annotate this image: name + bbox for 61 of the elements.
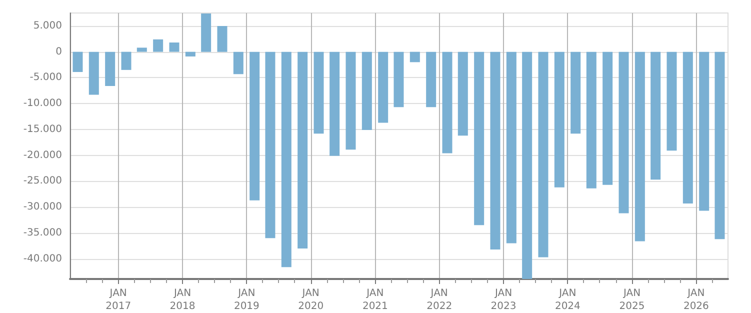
bar (458, 52, 468, 136)
bar (136, 48, 147, 52)
y-tick-label: -5.000 (30, 72, 62, 84)
x-tick-label: JAN 2024 (554, 288, 580, 312)
bar (426, 52, 436, 108)
bar (699, 52, 710, 211)
bar (410, 52, 420, 62)
y-tick-label: -20.000 (23, 150, 62, 161)
y-tick-label: -30.000 (23, 202, 62, 213)
bar (185, 52, 196, 56)
bar (682, 52, 693, 204)
x-tick-label: JAN 2023 (490, 288, 516, 312)
bar (201, 14, 212, 52)
bar (250, 52, 260, 200)
bar (490, 52, 500, 250)
bar (121, 52, 132, 70)
bar (265, 52, 276, 238)
bar (474, 52, 484, 226)
bar (634, 52, 645, 242)
y-tick-label: -25.000 (23, 176, 62, 187)
bar (714, 52, 725, 240)
x-tick-label: JAN 2017 (106, 288, 132, 312)
bar (153, 39, 164, 52)
bar (618, 52, 629, 214)
y-tick-label: -35.000 (23, 227, 62, 238)
bar (346, 52, 356, 150)
x-tick-label: JAN 2021 (362, 288, 388, 312)
bar (586, 52, 596, 188)
bar (378, 52, 388, 123)
bar (233, 52, 244, 74)
y-tick-label: -15.000 (23, 124, 62, 135)
bar (650, 52, 661, 180)
bar (281, 52, 292, 268)
bar (666, 52, 677, 151)
bar (554, 52, 564, 188)
x-tick-label: JAN 2020 (298, 288, 324, 312)
bar (602, 52, 613, 185)
x-tick-label: JAN 2022 (426, 288, 452, 312)
x-tick-label: JAN 2025 (619, 288, 645, 312)
bar (570, 52, 581, 134)
bar (442, 52, 452, 154)
bar (88, 52, 99, 95)
bar (105, 52, 116, 86)
bar (298, 52, 308, 248)
bar (394, 52, 404, 108)
bar (538, 52, 548, 258)
bar (314, 52, 324, 134)
x-tick-label: JAN 2018 (170, 288, 196, 312)
bar (217, 26, 228, 52)
y-tick-label: -40.000 (23, 253, 62, 264)
x-tick-label: JAN 2019 (234, 288, 260, 312)
y-tick-label: 5.000 (33, 20, 62, 32)
bar (362, 52, 372, 130)
y-tick-label: 0 (56, 46, 62, 58)
bar (506, 52, 516, 244)
bar (72, 52, 83, 72)
bar (522, 52, 532, 279)
bar (330, 52, 340, 156)
y-tick-label: -10.000 (23, 98, 62, 110)
x-tick-label: JAN 2026 (683, 288, 709, 312)
bar (169, 42, 180, 52)
